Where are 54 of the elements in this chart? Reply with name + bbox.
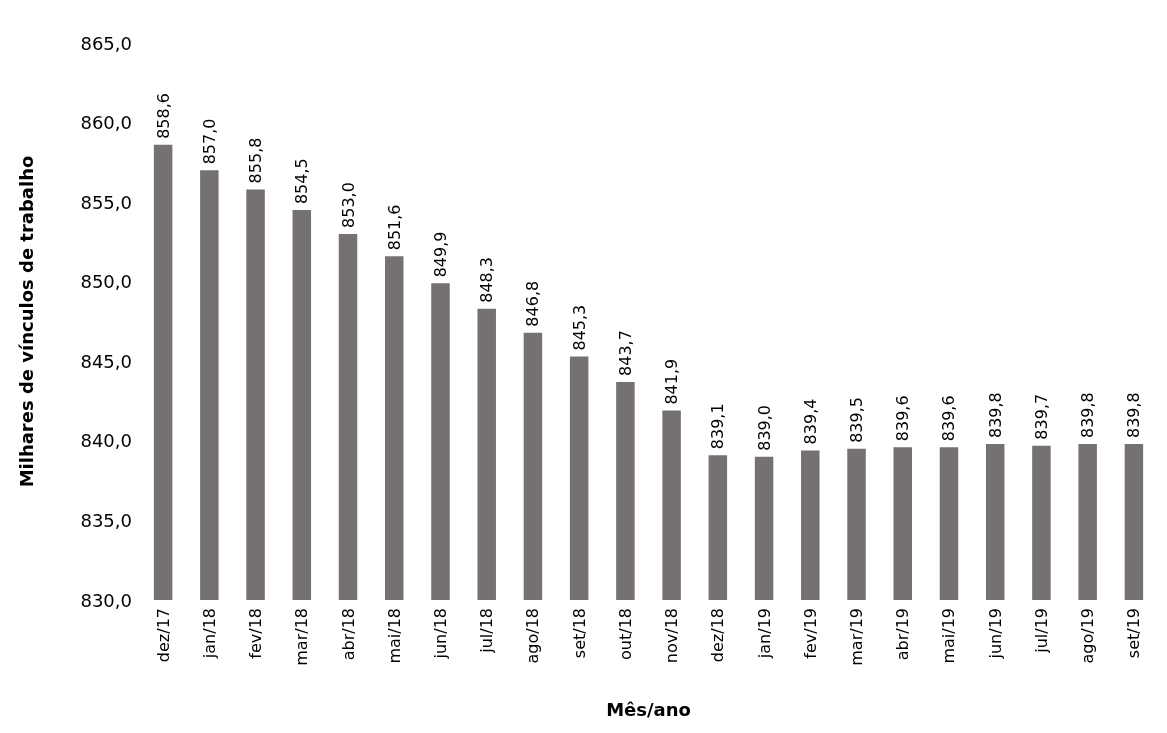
x-tick-label: mar/18 bbox=[292, 608, 312, 666]
data-label: 839,4 bbox=[800, 398, 820, 445]
y-tick-label: 835,0 bbox=[80, 509, 132, 531]
data-label: 839,0 bbox=[754, 404, 774, 451]
x-tick-label: jun/19 bbox=[985, 608, 1005, 660]
data-label: 855,8 bbox=[246, 137, 266, 184]
x-tick-label: mar/19 bbox=[847, 608, 867, 666]
data-label: 845,3 bbox=[569, 304, 589, 351]
data-label: 854,5 bbox=[292, 158, 312, 205]
data-label: 841,9 bbox=[662, 358, 682, 405]
x-tick-label: jan/19 bbox=[754, 608, 774, 660]
x-tick-label: set/18 bbox=[569, 608, 589, 659]
data-label: 839,7 bbox=[1031, 393, 1051, 440]
x-tick-label: mai/18 bbox=[384, 608, 404, 664]
data-label: 853,0 bbox=[338, 182, 358, 228]
data-label: 846,8 bbox=[523, 280, 543, 327]
y-tick-label: 865,0 bbox=[80, 32, 132, 54]
y-tick-label: 845,0 bbox=[80, 350, 132, 372]
data-label: 839,1 bbox=[708, 403, 728, 450]
y-tick-label: 850,0 bbox=[80, 271, 132, 293]
data-label: 839,8 bbox=[985, 392, 1005, 439]
x-tick-label: mai/19 bbox=[939, 608, 959, 664]
data-label: 839,8 bbox=[1124, 392, 1144, 439]
data-label: 849,9 bbox=[430, 231, 450, 278]
data-label: 857,0 bbox=[199, 118, 219, 165]
x-tick-label: dez/17 bbox=[153, 608, 173, 663]
data-label: 839,6 bbox=[939, 395, 959, 442]
x-tick-label: abr/19 bbox=[893, 608, 913, 661]
x-tick-label: jul/19 bbox=[1031, 608, 1051, 654]
data-label: 839,8 bbox=[1078, 392, 1098, 439]
x-tick-label: ago/18 bbox=[523, 608, 543, 664]
y-tick-label: 840,0 bbox=[80, 430, 132, 452]
data-label: 858,6 bbox=[153, 93, 173, 139]
x-tick-label: ago/19 bbox=[1078, 608, 1098, 664]
x-tick-label: jun/18 bbox=[430, 608, 450, 660]
x-tick-label: abr/18 bbox=[338, 608, 358, 661]
x-tick-label: fev/18 bbox=[246, 608, 266, 659]
data-label: 848,3 bbox=[477, 256, 497, 303]
x-tick-label: fev/19 bbox=[800, 608, 820, 659]
data-label: 839,6 bbox=[893, 395, 913, 442]
y-tick-label: 860,0 bbox=[80, 112, 132, 134]
x-tick-label: nov/18 bbox=[662, 608, 682, 664]
data-label: 851,6 bbox=[384, 204, 404, 251]
y-tick-label: 830,0 bbox=[80, 589, 132, 611]
y-axis-title: Milhares de vínculos de trabalho bbox=[15, 155, 37, 488]
x-axis-title: Mês/ano bbox=[606, 698, 691, 720]
x-tick-label: dez/18 bbox=[708, 608, 728, 663]
x-tick-label: jan/18 bbox=[199, 608, 219, 660]
y-tick-label: 855,0 bbox=[80, 191, 132, 213]
x-tick-label: jul/18 bbox=[477, 608, 497, 654]
data-label: 839,5 bbox=[847, 397, 867, 443]
data-label: 843,7 bbox=[615, 330, 635, 376]
x-tick-label: out/18 bbox=[615, 608, 635, 660]
x-tick-label: set/19 bbox=[1124, 608, 1144, 659]
